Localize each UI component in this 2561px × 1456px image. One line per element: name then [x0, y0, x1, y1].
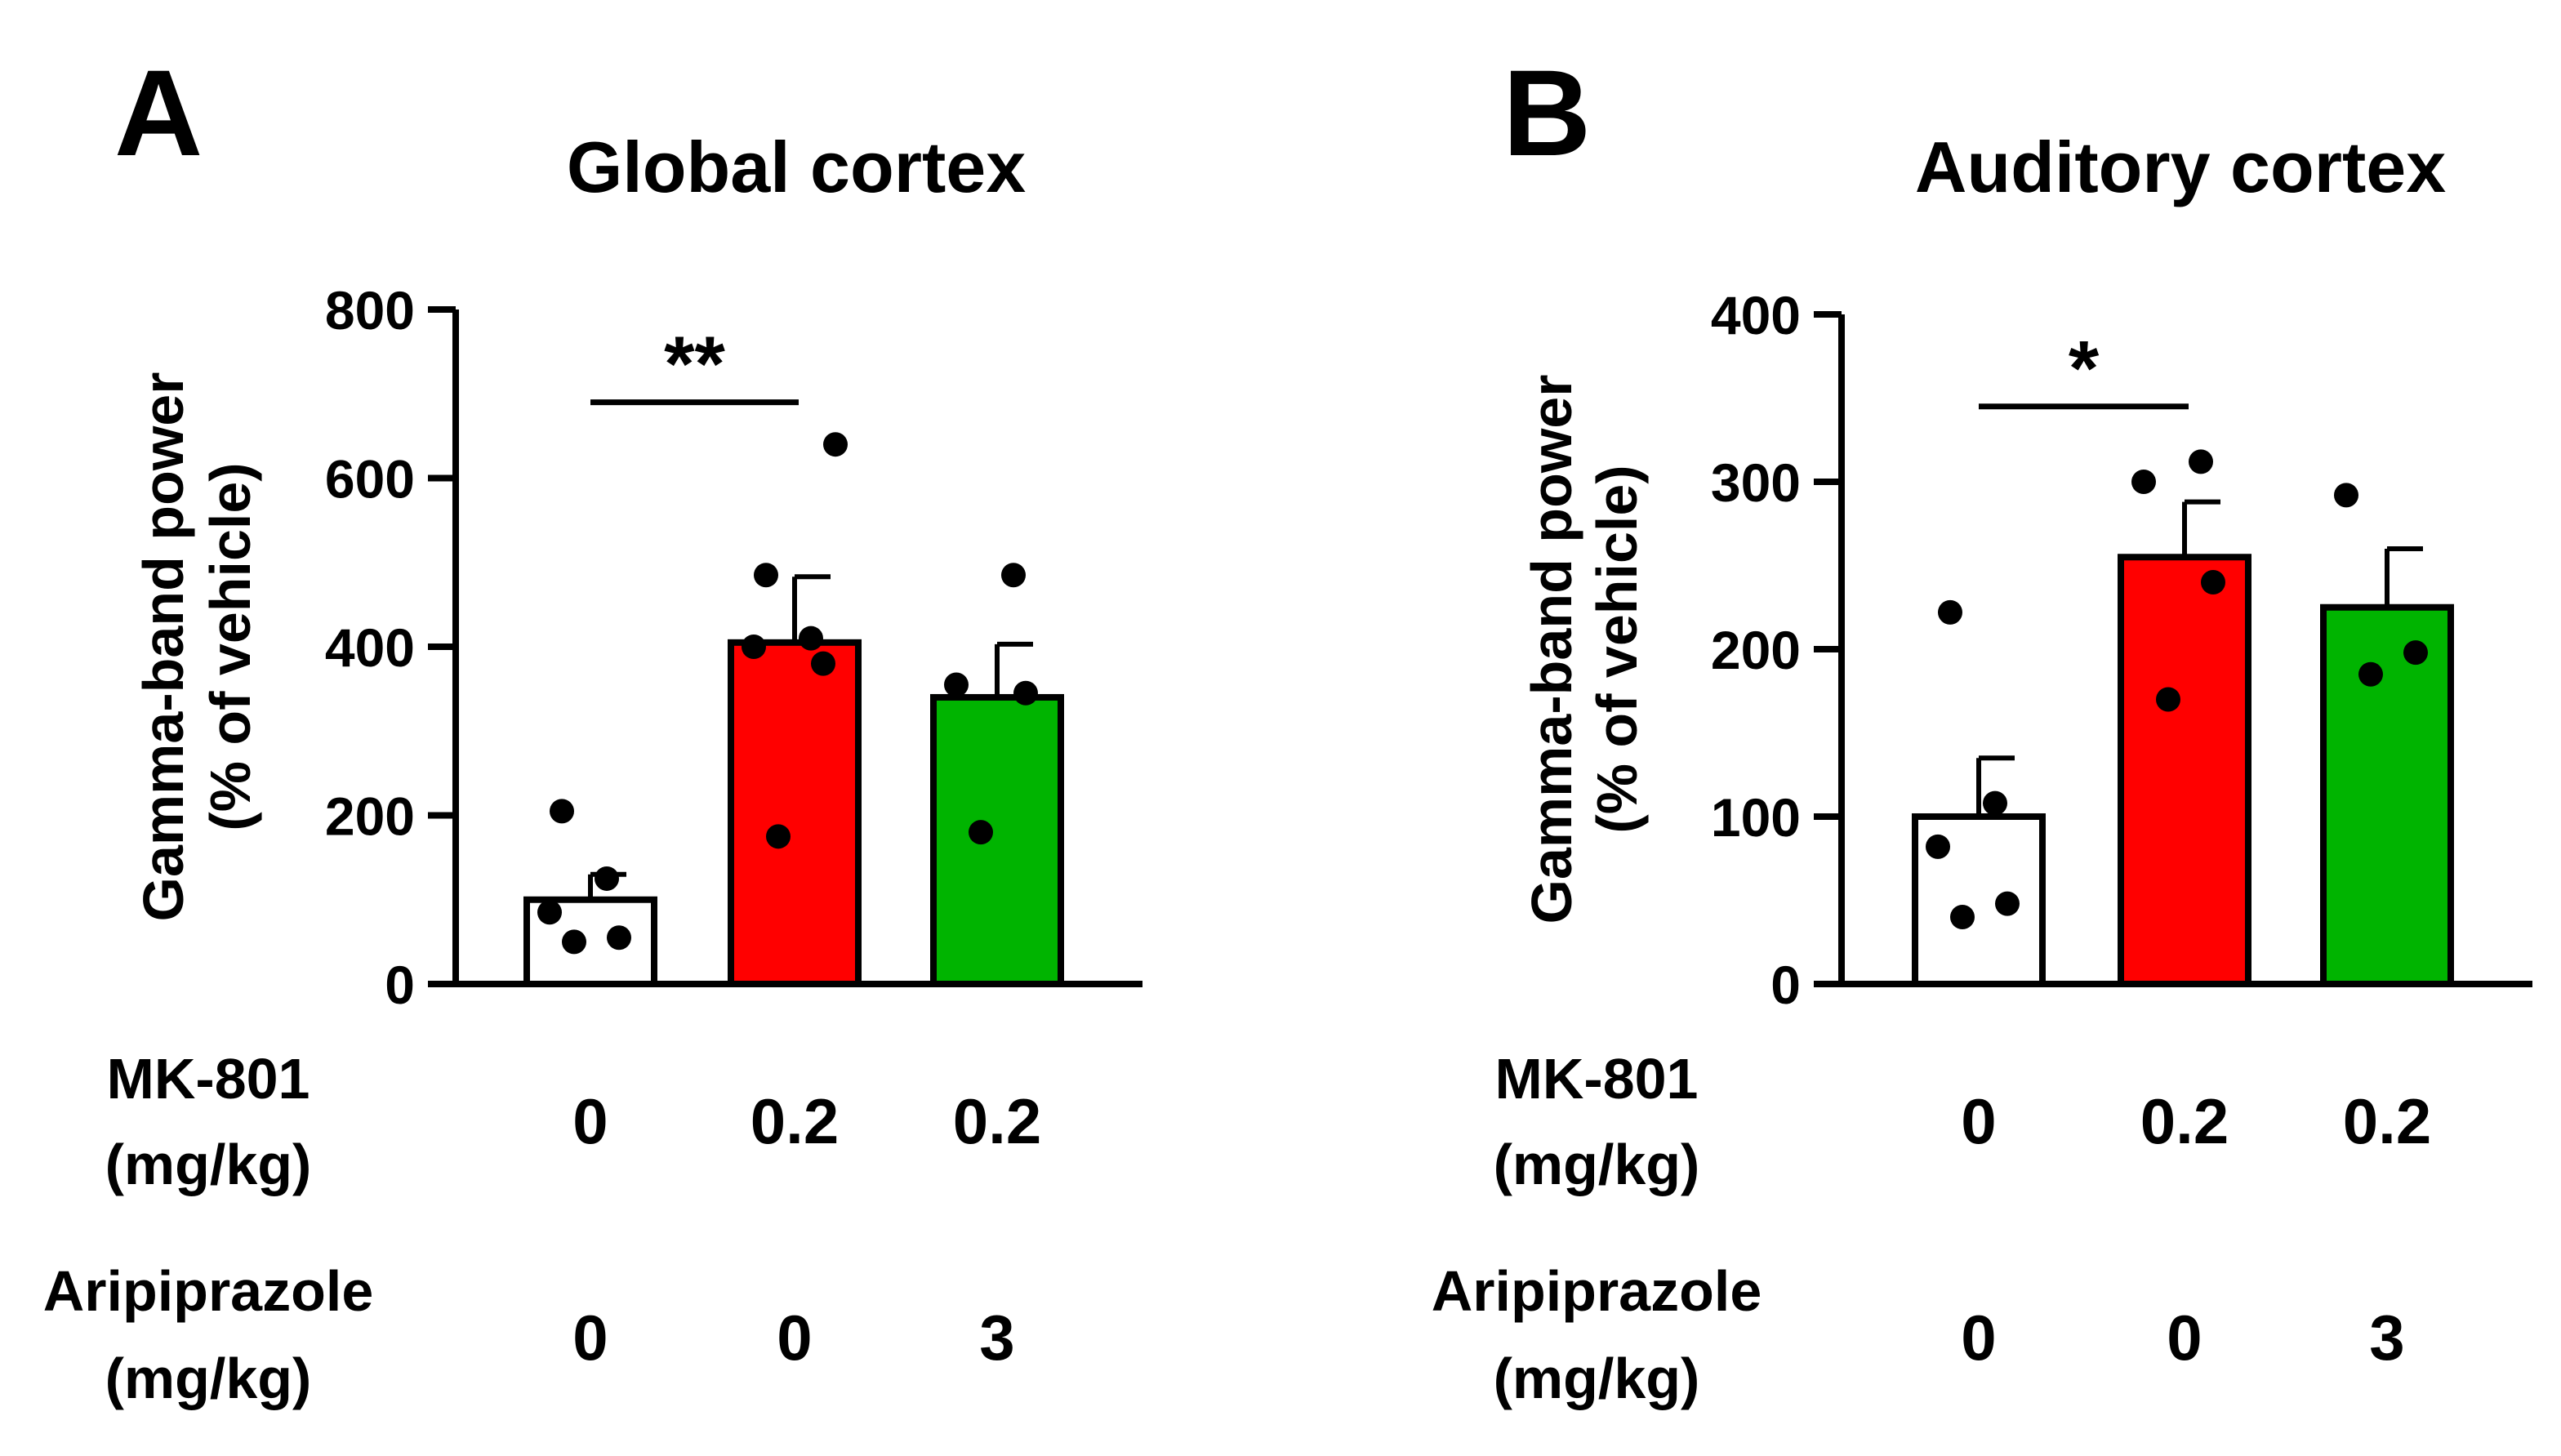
aripiprazole-dose: 3: [2369, 1302, 2404, 1374]
bar: [2320, 603, 2454, 987]
data-point: [969, 820, 993, 845]
data-point: [823, 432, 848, 457]
panel-letter-A: A: [114, 44, 203, 181]
y-axis-label-line: (% of vehicle): [198, 462, 262, 830]
aripiprazole-dose: 0: [2167, 1302, 2202, 1374]
chart-title: Auditory cortex: [1915, 127, 2446, 207]
aripiprazole-dose: 0: [1961, 1302, 1996, 1374]
data-point: [2189, 449, 2213, 474]
y-tick-label: 0: [385, 955, 415, 1015]
data-point: [607, 925, 631, 951]
panel-letter-B: B: [1503, 44, 1591, 181]
aripiprazole-dose: 0: [777, 1302, 812, 1374]
mk801-unit-label: (mg/kg): [1494, 1133, 1700, 1196]
mk801-label: MK-801: [107, 1047, 310, 1111]
mk801-dose: 0.2: [2343, 1085, 2431, 1157]
bar: [930, 693, 1064, 987]
data-point: [766, 824, 791, 849]
data-point: [811, 651, 835, 676]
panel-A: A Global cortex Gamma-band power (% of vehi…: [43, 44, 1142, 1410]
data-point: [1983, 790, 2007, 816]
data-point: [2201, 570, 2225, 594]
data-point: [550, 799, 574, 824]
significance-label: **: [664, 321, 725, 408]
mk801-dose: 0: [1961, 1085, 1996, 1157]
data-point: [1926, 834, 1950, 859]
y-tick-label: 0: [1770, 955, 1801, 1015]
aripiprazole-dose: 0: [572, 1302, 608, 1374]
y-tick-label: 600: [325, 449, 415, 510]
y-tick-label: 800: [325, 280, 415, 341]
significance-label: *: [2069, 325, 2100, 412]
y-tick-label: 300: [1711, 452, 1801, 513]
data-point: [2156, 687, 2180, 712]
y-tick-label: 200: [325, 786, 415, 847]
data-point: [2131, 470, 2156, 494]
mk801-dose: 0: [572, 1085, 608, 1157]
data-point: [537, 900, 562, 925]
chart-title: Global cortex: [567, 127, 1026, 207]
mk801-unit-label: (mg/kg): [105, 1133, 312, 1196]
data-point: [2358, 661, 2383, 687]
data-point: [595, 866, 619, 891]
aripiprazole-unit-label: (mg/kg): [1494, 1347, 1700, 1410]
data-point: [1950, 905, 1975, 929]
aripiprazole-dose: 3: [979, 1302, 1014, 1374]
y-tick-label: 100: [1711, 787, 1801, 848]
y-axis-label-line: Gamma-band power: [1520, 375, 1583, 924]
bar: [728, 639, 862, 988]
panel-B: B Auditory cortex Gamma-band power (% of ve…: [1432, 44, 2532, 1410]
data-point: [562, 929, 586, 955]
data-point: [1938, 599, 1962, 625]
data-point: [1013, 680, 1038, 706]
y-axis-label-line: Gamma-band power: [131, 372, 195, 922]
mk801-dose: 0.2: [953, 1085, 1041, 1157]
mk801-label: MK-801: [1495, 1047, 1699, 1111]
bar: [2118, 554, 2251, 987]
data-point: [2334, 483, 2358, 508]
mk801-dose: 0.2: [750, 1085, 839, 1157]
data-point: [944, 672, 969, 697]
mk801-dose: 0.2: [2140, 1085, 2229, 1157]
data-point: [2403, 640, 2428, 666]
data-point: [742, 634, 766, 659]
aripiprazole-label: Aripiprazole: [1432, 1259, 1762, 1323]
aripiprazole-label: Aripiprazole: [43, 1259, 374, 1323]
data-point: [1995, 891, 2020, 916]
data-point: [754, 563, 778, 588]
aripiprazole-unit-label: (mg/kg): [105, 1347, 312, 1410]
data-point: [1001, 563, 1026, 588]
y-tick-label: 400: [1711, 285, 1801, 345]
y-tick-label: 200: [1711, 620, 1801, 680]
data-point: [799, 626, 823, 651]
y-tick-label: 400: [325, 617, 415, 678]
y-axis-label-line: (% of vehicle): [1585, 465, 1649, 833]
